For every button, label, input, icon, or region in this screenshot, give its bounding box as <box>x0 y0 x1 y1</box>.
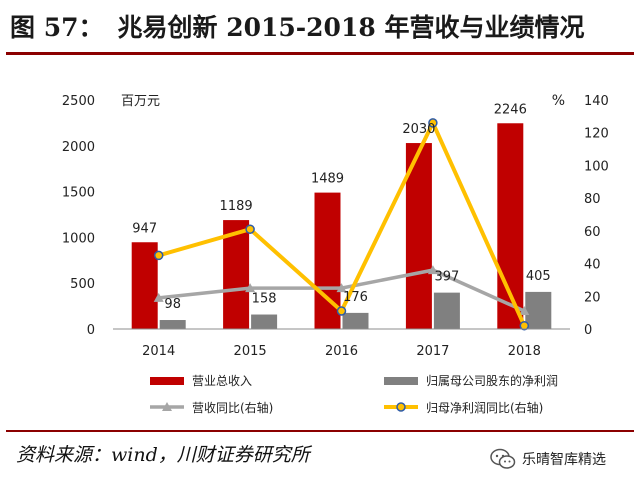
revenue-bar-label: 2246 <box>494 102 527 117</box>
revenue-bar <box>223 220 250 329</box>
legend-swatch-profit <box>384 377 418 385</box>
profit-bar <box>525 291 552 329</box>
figure-title: 图 57： 兆易创新 2015-2018 年营收与业绩情况 <box>10 8 630 48</box>
revenue-bar-label: 1489 <box>311 172 344 187</box>
right-axis-tick-label: 0 <box>584 323 592 338</box>
right-axis-tick-label: 20 <box>584 290 601 305</box>
revenue-yoy-marker <box>153 292 164 302</box>
legend-label-revenue-yoy: 营收同比(右轴) <box>192 400 273 415</box>
footer-rule <box>6 430 634 432</box>
legend-marker-profit-yoy <box>396 402 406 412</box>
right-axis-tick-label: 40 <box>584 258 601 273</box>
revenue-yoy-marker <box>336 283 347 293</box>
legend-marker-revenue-yoy <box>162 402 172 411</box>
brand-watermark: 乐晴智库精选 <box>490 446 606 472</box>
left-axis-tick-label: 2500 <box>62 94 95 109</box>
category-tick-label: 2018 <box>508 344 541 359</box>
profit-bar-label: 158 <box>252 292 277 307</box>
revenue-bar-label: 1189 <box>220 199 253 214</box>
right-axis-tick-label: 100 <box>584 159 609 174</box>
brand-name: 乐晴智库精选 <box>522 452 606 468</box>
revenue-bar-label: 2030 <box>402 122 435 137</box>
left-axis-tick-label: 0 <box>87 323 95 338</box>
profit-bar <box>251 314 278 329</box>
right-axis: 0 20 40 60 80 100 120 140 <box>584 94 609 338</box>
profit-yoy-marker <box>428 118 438 128</box>
profit-bar-label: 98 <box>164 297 181 312</box>
left-axis-tick-label: 2000 <box>62 140 95 155</box>
profit-bar-label: 176 <box>343 290 368 305</box>
category-tick-label: 2016 <box>325 344 358 359</box>
revenue-yoy-marker <box>519 306 530 316</box>
profit-bar <box>342 312 369 329</box>
profit-bar-label: 405 <box>526 269 551 284</box>
profit-yoy-marker <box>519 320 530 331</box>
right-axis-unit: % <box>552 93 565 109</box>
bar-series <box>131 123 552 329</box>
revenue-yoy-marker <box>245 283 256 293</box>
right-axis-tick-label: 120 <box>584 127 609 142</box>
left-axis: 0 500 1000 1500 2000 2500 <box>62 94 95 338</box>
category-tick-label: 2015 <box>234 344 267 359</box>
profit-bar-label: 397 <box>434 270 459 285</box>
right-axis-tick-label: 60 <box>584 225 601 240</box>
profit-bar <box>159 320 186 329</box>
revenue-bar-label: 947 <box>132 221 157 236</box>
left-axis-tick-label: 500 <box>70 277 95 292</box>
line-series <box>153 118 530 331</box>
legend-swatch-revenue <box>150 377 184 385</box>
category-tick-label: 2017 <box>416 344 449 359</box>
profit-yoy-marker <box>153 250 164 261</box>
wechat-logo-icon <box>490 448 516 469</box>
legend-label-profit-yoy: 归母净利润同比(右轴) <box>426 400 543 415</box>
bar-data-labels: 947 98 1189 158 1489 176 2030 397 2246 405 <box>132 102 550 312</box>
category-tick-label: 2014 <box>142 344 175 359</box>
right-axis-tick-label: 80 <box>584 192 601 207</box>
right-axis-tick-label: 140 <box>584 94 609 109</box>
figure-title-text: 兆易创新 2015-2018 年营收与业绩情况 <box>117 13 585 42</box>
revenue-bar <box>131 242 158 329</box>
source-note: 资料来源：wind，川财证券研究所 <box>16 444 310 466</box>
profit-yoy-line <box>158 118 527 327</box>
revenue-yoy-marker <box>427 265 438 275</box>
title-rule <box>6 52 634 55</box>
profit-yoy-marker <box>336 306 347 316</box>
left-axis-tick-label: 1000 <box>62 231 95 246</box>
category-axis: 2014 2015 2016 2017 2018 <box>142 344 541 359</box>
profit-yoy-marker <box>245 224 255 234</box>
figure-number: 图 57： <box>10 13 104 42</box>
legend-label-revenue: 营业总收入 <box>192 374 252 388</box>
left-axis-tick-label: 1500 <box>62 186 95 201</box>
legend-label-profit: 归属母公司股东的净利润 <box>426 373 558 388</box>
left-axis-unit: 百万元 <box>121 94 160 109</box>
profit-bar <box>433 292 460 329</box>
